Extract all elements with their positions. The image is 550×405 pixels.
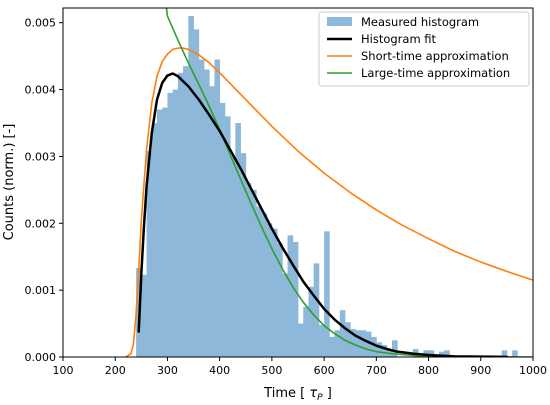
histogram-bar (245, 183, 252, 357)
histogram-bar (204, 69, 210, 357)
histogram-bars (136, 16, 518, 357)
legend-label-large-time: Large-time approximation (361, 66, 510, 80)
histogram-bar (240, 153, 247, 357)
histogram-bar (219, 102, 226, 357)
histogram-bar (157, 109, 163, 357)
x-axis: 100 200 300 400 500 600 700 800 900 1000 (53, 357, 547, 377)
y-tick-label: 0.000 (25, 351, 57, 364)
fit-lines (124, 8, 533, 357)
histogram-bar (266, 223, 273, 357)
histogram-bar (282, 273, 288, 357)
histogram-bar (360, 330, 367, 357)
x-tick-label: 500 (261, 364, 282, 377)
histogram-bar (146, 151, 153, 357)
x-tick-label: 100 (53, 364, 74, 377)
plot-frame (62, 7, 534, 358)
legend-label-short-time: Short-time approximation (361, 49, 509, 63)
histogram-bar (345, 322, 351, 357)
histogram-bar (512, 350, 518, 357)
histogram-bar (334, 330, 341, 357)
x-tick-label: 600 (314, 364, 335, 377)
histogram-bar (256, 206, 262, 357)
histogram-bar (183, 66, 189, 357)
histogram-bar (292, 242, 299, 357)
legend-swatch-measured-histogram (327, 17, 352, 26)
histogram-bar (355, 330, 362, 357)
histogram-bar (392, 340, 398, 357)
histogram-bar (365, 331, 372, 357)
histogram-fit-line (137, 72, 509, 357)
histogram-bar (167, 92, 174, 357)
histogram-bar (308, 286, 315, 357)
histogram-bar (501, 350, 508, 357)
legend-label-histogram-fit: Histogram fit (361, 32, 437, 46)
y-tick-label: 0.003 (25, 150, 57, 163)
histogram-bar (371, 336, 377, 357)
histogram-bar (329, 336, 335, 357)
histogram-bar (151, 122, 158, 357)
histogram-bar (428, 350, 435, 357)
x-tick-label: 800 (418, 364, 439, 377)
histogram-bar (381, 344, 388, 357)
histogram-bar (439, 351, 445, 357)
large-time-approximation-line (165, 8, 533, 357)
legend: Measured histogram Histogram fit Short-t… (318, 11, 530, 87)
histogram-bar (188, 16, 194, 357)
legend-label-measured-histogram: Measured histogram (361, 15, 479, 29)
x-tick-label: 700 (366, 364, 387, 377)
x-tick-label: 300 (157, 364, 178, 377)
histogram-bar (230, 156, 236, 357)
histogram-bar (214, 59, 221, 357)
histogram-bar (444, 350, 450, 357)
histogram-bar (277, 243, 283, 357)
x-axis-label: Time [ τP ] (263, 386, 332, 403)
histogram-bar (235, 122, 241, 357)
short-time-approximation-line (124, 47, 533, 357)
y-tick-label: 0.004 (25, 84, 57, 97)
histogram-bar (376, 342, 382, 357)
y-tick-label: 0.001 (25, 284, 57, 297)
histogram-bar (251, 189, 257, 357)
x-tick-label: 900 (470, 364, 491, 377)
histogram-bar (141, 274, 147, 357)
histogram-bar (198, 59, 205, 357)
histogram-bar (318, 324, 325, 357)
histogram-bar (209, 86, 215, 357)
y-tick-label: 0.002 (25, 217, 57, 230)
histogram-bar (162, 107, 168, 357)
legend-box (318, 11, 530, 87)
histogram-bar (339, 310, 346, 357)
histogram-bar (224, 116, 231, 357)
histogram-bar (271, 228, 278, 357)
y-axis-label: Counts (norm.) [-] (2, 124, 17, 241)
histogram-bar (313, 263, 320, 357)
y-tick-label: 0.005 (25, 17, 57, 30)
histogram-bar (350, 328, 356, 357)
histogram-bar (298, 323, 304, 357)
histogram-bar (261, 213, 268, 357)
x-tick-label: 1000 (519, 364, 547, 377)
histogram-bar (177, 72, 184, 357)
y-axis: 0.000 0.001 0.002 0.003 0.004 0.005 (25, 17, 63, 364)
histogram-bar (324, 231, 330, 357)
histogram-bar (172, 89, 179, 357)
histogram-bar (303, 306, 309, 357)
x-tick-label: 400 (209, 364, 230, 377)
histogram-bar (193, 29, 200, 357)
histogram-bar (287, 235, 294, 357)
x-tick-label: 200 (105, 364, 126, 377)
